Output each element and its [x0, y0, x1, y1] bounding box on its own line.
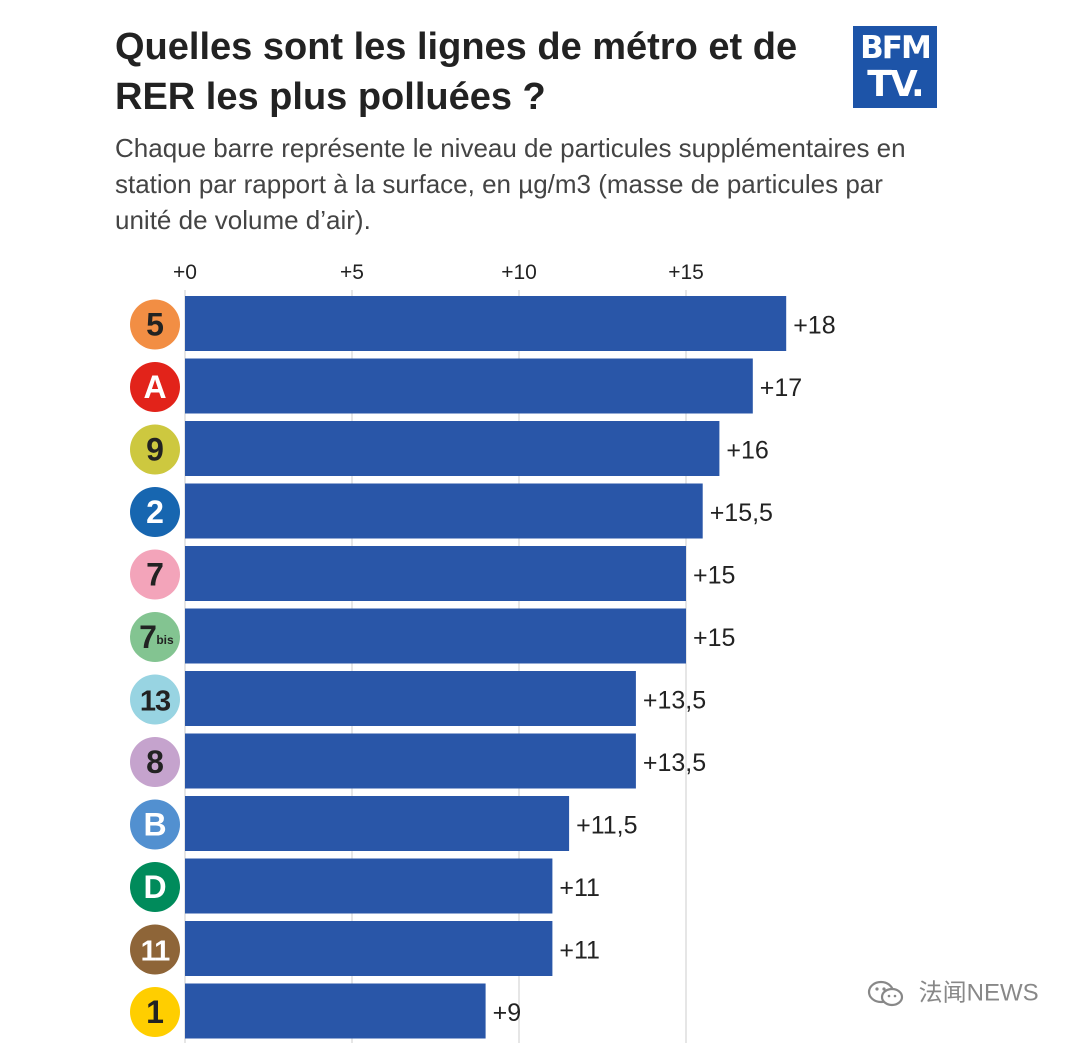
line-badge-label-9: D — [143, 869, 166, 905]
line-badge-label-1: A — [143, 369, 166, 405]
value-label-4: +15 — [693, 562, 735, 590]
logo-line-1: BFM — [860, 30, 932, 66]
chart-title: Quelles sont les lignes de métro et de R… — [115, 22, 835, 122]
line-badge-9 — [130, 862, 180, 912]
line-badge-label-6: 13 — [140, 686, 171, 718]
line-badge-label-4: 7 — [146, 557, 164, 593]
line-badge-label-11: 1 — [146, 994, 164, 1030]
bar-8 — [185, 796, 570, 851]
value-label-3: +15,5 — [710, 499, 773, 527]
subtitle-line-2: station par rapport à la surface, en µg/… — [115, 169, 883, 199]
value-label-1: +17 — [760, 374, 802, 402]
chart-title-line-1: Quelles sont les lignes de métro et de — [115, 26, 798, 68]
line-badge-7 — [130, 737, 180, 787]
bar-4 — [185, 546, 686, 601]
chart-title-line-2: RER les plus polluées ? — [115, 76, 546, 118]
bar-10 — [185, 921, 553, 976]
line-badge-8 — [130, 799, 180, 850]
line-badge-label-8: B — [143, 807, 166, 843]
line-badge-label-3: 2 — [146, 494, 164, 530]
chart-subtitle: Chaque barre représente le niveau de par… — [115, 130, 975, 238]
bar-9 — [185, 858, 553, 914]
line-badge-label-0: 5 — [146, 307, 164, 343]
x-tick-label-3: +15 — [668, 261, 704, 284]
watermark-text: 法闻NEWS — [918, 979, 1039, 1007]
line-badge-4 — [130, 549, 180, 600]
line-badge-label-5: 7 — [139, 619, 157, 655]
line-badge-2 — [130, 424, 180, 475]
bar-0 — [185, 296, 787, 351]
bar-6 — [185, 671, 636, 726]
bar-chart: +0 +5 +10 +155 +18A +179 +162 +15,57 +157 bis +151… — [130, 261, 836, 1043]
logo-line-2: TV. — [867, 64, 924, 105]
x-tick-label-0: +0 — [173, 261, 197, 284]
x-tick-label-2: +10 — [501, 261, 537, 284]
bar-11 — [185, 983, 486, 1039]
line-badge-10 — [130, 924, 180, 975]
x-tick-label-1: +5 — [340, 261, 364, 284]
watermark: 法闻NEWS — [866, 978, 1039, 1009]
line-badge-suffix-5: bis — [156, 633, 174, 647]
value-label-6: +13,5 — [643, 687, 706, 715]
value-label-2: +16 — [726, 437, 768, 465]
bar-3 — [185, 483, 703, 539]
line-badge-label-10: 11 — [141, 936, 171, 968]
line-badge-1 — [130, 362, 180, 412]
line-badge-label-2: 9 — [146, 432, 164, 468]
subtitle-line-3: unité de volume d’air). — [115, 205, 371, 235]
bar-1 — [185, 358, 753, 414]
value-label-8: +11,5 — [576, 812, 637, 840]
value-label-9: +11 — [559, 874, 600, 902]
bar-5 — [185, 608, 686, 664]
line-badge-11 — [130, 987, 180, 1037]
value-label-11: +9 — [493, 999, 522, 1027]
line-badge-5 — [130, 612, 180, 662]
value-label-10: +11 — [559, 937, 600, 965]
value-label-7: +13,5 — [643, 749, 706, 777]
value-label-5: +15 — [693, 624, 735, 652]
subtitle-line-1: Chaque barre représente le niveau de par… — [115, 133, 906, 163]
bfmtv-logo: BFM TV. — [853, 26, 937, 108]
wechat-icon — [867, 980, 904, 1006]
line-badge-6 — [130, 674, 180, 725]
line-badge-0 — [130, 299, 180, 350]
bar-7 — [185, 733, 636, 789]
line-badge-3 — [130, 487, 180, 537]
bar-2 — [185, 421, 720, 476]
value-label-0: +18 — [793, 312, 835, 340]
line-badge-label-7: 8 — [146, 744, 164, 780]
